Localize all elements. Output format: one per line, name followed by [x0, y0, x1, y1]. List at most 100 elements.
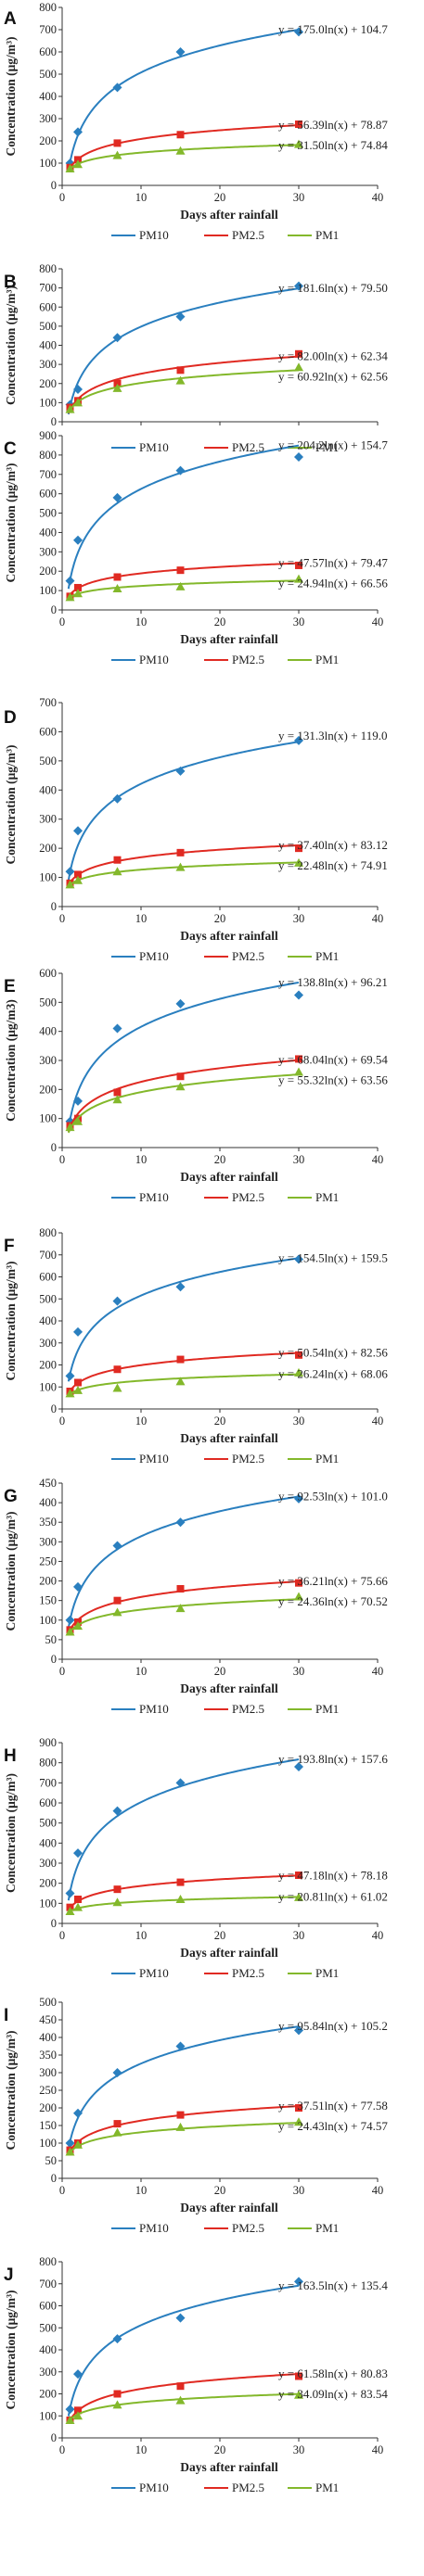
y-axis-title: Concentration (μg/m³): [4, 2290, 18, 2409]
fit-curve: [67, 1059, 300, 1133]
data-point: [112, 793, 122, 804]
legend-label: PM2.5: [232, 2481, 264, 2494]
x-axis-title: Days after rainfall: [180, 1431, 278, 1445]
data-point: [73, 1385, 83, 1394]
y-tick-label: 300: [39, 1054, 57, 1067]
y-tick-label: 500: [39, 1292, 57, 1305]
legend-item-pm1: PM1: [288, 653, 339, 666]
data-point: [112, 1095, 122, 1104]
data-point: [176, 1585, 185, 1593]
equation-label: y = 56.39ln(x) + 78.87: [278, 118, 388, 132]
y-tick-label: 150: [39, 2119, 57, 2132]
equation-label: y = 31.50ln(x) + 74.84: [278, 138, 388, 152]
data-point: [175, 1282, 186, 1292]
legend-label: PM10: [139, 228, 169, 242]
data-point: [113, 573, 122, 581]
data-point: [294, 2390, 303, 2399]
x-axis-title: Days after rainfall: [180, 1681, 278, 1695]
data-point: [295, 561, 302, 569]
legend-label: PM10: [139, 1190, 169, 1204]
legend-label: PM1: [315, 1966, 339, 1980]
legend-item-pm25: PM2.5: [204, 1452, 264, 1466]
data-point: [175, 375, 186, 385]
y-tick-label: 200: [39, 1083, 57, 1096]
data-point: [112, 2127, 122, 2137]
data-point: [112, 2400, 122, 2409]
x-axis-title: Days after rainfall: [180, 2460, 278, 2474]
x-tick-label: 0: [59, 191, 65, 204]
data-point: [65, 1371, 75, 1381]
panel-letter: E: [4, 977, 16, 996]
y-tick-label: 500: [39, 1996, 57, 2009]
x-axis-title: Days after rainfall: [180, 208, 278, 222]
data-point: [294, 451, 303, 462]
y-axis-title: Concentration (μg/m³): [4, 463, 18, 582]
y-tick-label: 600: [39, 1796, 57, 1809]
series-pm1: [65, 857, 303, 889]
data-point: [175, 2395, 186, 2405]
y-tick-label: 100: [39, 1380, 57, 1393]
data-point: [73, 2411, 83, 2420]
x-tick-label: 0: [59, 912, 65, 925]
y-tick-label: 600: [39, 45, 57, 58]
data-point: [73, 398, 83, 407]
data-point: [294, 1254, 303, 1264]
y-tick-label: 800: [39, 2255, 57, 2268]
legend-item-pm25: PM2.5: [204, 228, 264, 242]
x-tick-label: 20: [214, 912, 226, 925]
data-point: [175, 47, 186, 57]
x-tick-label: 10: [135, 2184, 148, 2197]
panel-b: B 0 100 200 300 400 500 600 700 800 Concentration …: [4, 262, 388, 454]
x-tick-label: 40: [372, 912, 384, 925]
panel-letter: G: [4, 1487, 18, 1506]
y-tick-label: 100: [39, 871, 57, 884]
fit-curve: [67, 981, 300, 1129]
data-point: [73, 1581, 83, 1592]
data-point: [65, 1907, 75, 1915]
y-tick-label: 400: [39, 1836, 57, 1849]
panel-letter: B: [4, 273, 17, 292]
legend-item-pm25: PM2.5: [204, 653, 264, 666]
y-tick-label: 500: [39, 755, 57, 768]
x-tick-label: 30: [293, 191, 305, 204]
data-point: [73, 127, 83, 137]
x-tick-label: 0: [59, 615, 65, 628]
y-tick-label: 300: [39, 545, 57, 558]
legend-label: PM10: [139, 949, 169, 963]
data-point: [295, 844, 302, 853]
data-point: [294, 1892, 303, 1901]
y-tick-label: 100: [39, 1112, 57, 1125]
x-tick-label: 30: [293, 2184, 305, 2197]
series-pm10: [65, 1493, 303, 1629]
legend-label: PM2.5: [232, 1452, 264, 1466]
series-pm25: [66, 1055, 302, 1133]
data-point: [73, 875, 83, 884]
data-point: [176, 848, 185, 857]
y-tick-label: 400: [39, 2343, 57, 2356]
data-point: [65, 164, 75, 172]
data-point: [294, 1493, 303, 1504]
y-tick-label: 700: [39, 696, 57, 709]
panel-g: G 0 50 100 150 200 250 300 350 400 450 0 10 20 30 40 Day…: [4, 1477, 388, 1716]
legend-item-pm10: PM10: [111, 440, 169, 454]
y-tick-label: 250: [39, 2084, 57, 2097]
data-point: [113, 1365, 122, 1374]
equation-label: y = 47.18ln(x) + 78.18: [278, 1868, 388, 1882]
legend-label: PM2.5: [232, 440, 264, 454]
data-point: [65, 1123, 75, 1132]
data-point: [294, 857, 303, 867]
x-tick-label: 20: [214, 1665, 226, 1678]
series-pm25: [66, 844, 302, 887]
data-point: [295, 121, 302, 128]
legend-item-pm25: PM2.5: [204, 1966, 264, 1980]
data-point: [73, 589, 83, 598]
data-point: [175, 1604, 186, 1613]
y-tick-label: 0: [51, 900, 57, 913]
series-pm10: [65, 735, 303, 881]
data-point: [294, 1762, 303, 1771]
y-tick-label: 150: [39, 1594, 57, 1607]
x-tick-label: 20: [214, 2184, 226, 2197]
legend-item-pm25: PM2.5: [204, 2221, 264, 2235]
legend-item-pm25: PM2.5: [204, 2481, 264, 2494]
y-tick-label: 450: [39, 1477, 57, 1490]
